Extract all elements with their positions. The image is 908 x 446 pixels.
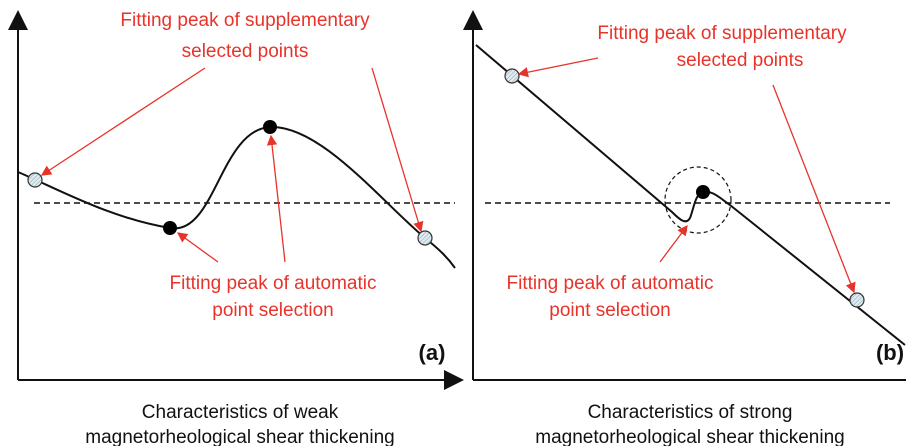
highlight-circle <box>664 166 732 234</box>
caption: Characteristics of weak <box>142 402 339 423</box>
arrow <box>517 57 599 78</box>
supplementary-point <box>504 68 520 84</box>
supplementary-point <box>417 230 433 246</box>
annotation: point selection <box>549 300 670 321</box>
caption: magnetorheological shear thickening <box>535 427 844 446</box>
automatic-point <box>263 120 277 134</box>
caption: magnetorheological shear thickening <box>85 427 394 446</box>
arrow <box>659 224 688 263</box>
panel-label: (a) <box>419 340 446 365</box>
annotation: Fitting peak of supplementary <box>120 10 370 31</box>
annotation: selected points <box>182 41 309 62</box>
annotation: point selection <box>212 300 333 321</box>
arrow <box>176 232 219 263</box>
supplementary-point <box>849 292 865 308</box>
arrow <box>371 67 424 233</box>
panel-label: (b) <box>876 340 904 365</box>
arrow <box>772 84 856 294</box>
automatic-point <box>696 185 710 199</box>
automatic-point <box>163 221 177 235</box>
arrow <box>266 134 286 263</box>
curve <box>475 44 906 346</box>
annotation: Fitting peak of supplementary <box>597 23 847 44</box>
caption: Characteristics of strong <box>588 402 793 423</box>
supplementary-point <box>27 172 43 188</box>
annotation: selected points <box>677 50 804 71</box>
panel-b: Fitting peak of supplementary selected p… <box>463 10 906 446</box>
panel-a: Fitting peak of supplementary selected p… <box>7 10 464 446</box>
arrow <box>40 67 206 176</box>
annotation: Fitting peak of automatic <box>170 273 377 294</box>
annotation: Fitting peak of automatic <box>507 273 714 294</box>
